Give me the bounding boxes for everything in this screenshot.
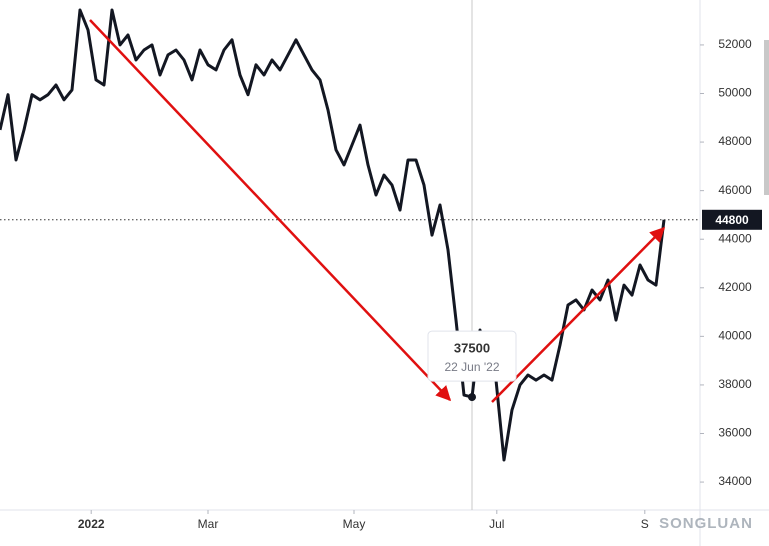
tooltip-date: 22 Jun '22 <box>444 360 499 374</box>
x-tick-label: Jul <box>489 517 504 531</box>
last-value-label: 44800 <box>715 213 749 227</box>
y-tick-label: 48000 <box>718 134 752 148</box>
y-tick-label: 38000 <box>718 377 752 391</box>
arrow-up <box>491 226 666 403</box>
y-tick-label: 46000 <box>718 183 752 197</box>
arrow-down <box>89 19 452 402</box>
x-tick-label: 2022 <box>78 517 105 531</box>
x-tick-label: S <box>641 517 649 531</box>
scrollbar <box>764 40 769 195</box>
x-tick-label: Mar <box>198 517 219 531</box>
x-tick-label: May <box>343 517 366 531</box>
y-tick-label: 52000 <box>718 37 752 51</box>
plot: 34000 36000 38000 40000 42000 44000 46000 48000… <box>0 0 752 531</box>
tooltip-value: 37500 <box>454 341 490 356</box>
y-tick-label: 36000 <box>718 426 752 440</box>
price-line <box>0 8 666 462</box>
y-tick-label: 40000 <box>718 329 752 343</box>
y-tick-label: 42000 <box>718 280 752 294</box>
y-tick-label: 44000 <box>718 231 752 245</box>
tooltip-box <box>427 330 517 382</box>
watermark: SONGLUAN <box>659 515 753 532</box>
overlay: 44800 37500 22 Jun '22 SONGLUAN <box>427 209 762 532</box>
y-tick-label: 34000 <box>718 474 752 488</box>
tooltip-dot <box>468 393 476 402</box>
y-tick-label: 50000 <box>718 86 752 100</box>
last-value-box <box>702 209 762 230</box>
